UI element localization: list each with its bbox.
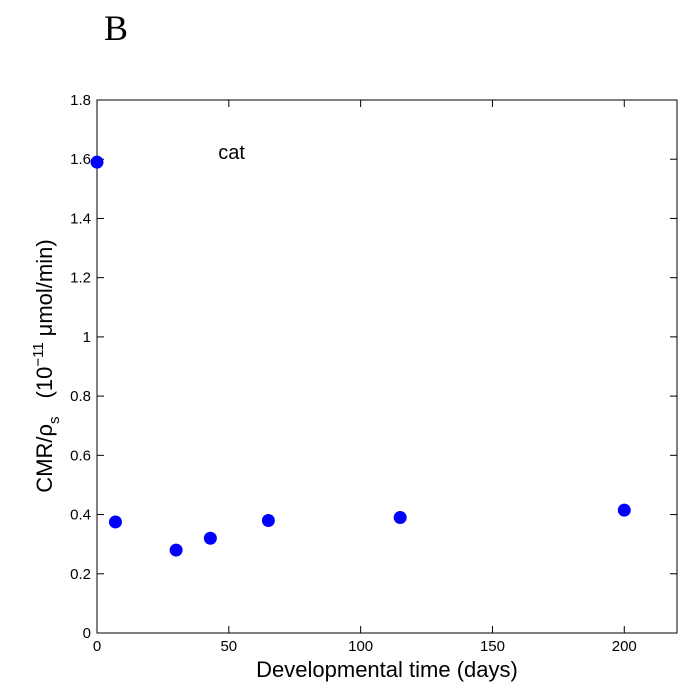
- y-tick-label: 0: [83, 625, 91, 642]
- x-tick-label: 150: [480, 638, 505, 655]
- y-label-exp: −11: [30, 342, 47, 366]
- y-tick-label: 1: [83, 329, 91, 346]
- y-tick-label: 0.8: [70, 388, 91, 405]
- y-tick-label: 1.6: [70, 151, 91, 168]
- x-tick-label: 100: [348, 638, 373, 655]
- data-point: [108, 515, 122, 529]
- y-tick-label: 1.2: [70, 270, 91, 287]
- x-axis-label: Developmental time (days): [256, 657, 518, 682]
- data-point: [261, 513, 275, 527]
- y-tick-label: 1.8: [70, 92, 91, 109]
- x-tick-label: 0: [93, 638, 101, 655]
- y-label-sub: s: [46, 416, 63, 424]
- x-tick-label: 200: [612, 638, 637, 655]
- plot-frame: [96, 99, 678, 634]
- y-tick-label: 0.6: [70, 447, 91, 464]
- data-point: [90, 155, 104, 169]
- y-label-unit: (10: [32, 367, 57, 399]
- y-tick-label: 1.4: [70, 210, 91, 227]
- data-point: [203, 531, 217, 545]
- annotation: cat: [218, 142, 245, 164]
- y-axis-label: CMR/ρs (10−11 μmol/min): [30, 239, 63, 492]
- data-point: [393, 511, 407, 525]
- y-label-unit-rest: μmol/min): [32, 239, 57, 336]
- x-tick-label: 50: [220, 638, 237, 655]
- panel-label: B: [104, 8, 128, 48]
- data-point: [617, 503, 631, 517]
- data-point: [169, 543, 183, 557]
- y-label-main: CMR/ρ: [32, 424, 57, 493]
- y-tick-label: 0.2: [70, 566, 91, 583]
- y-tick-label: 0.4: [70, 507, 91, 524]
